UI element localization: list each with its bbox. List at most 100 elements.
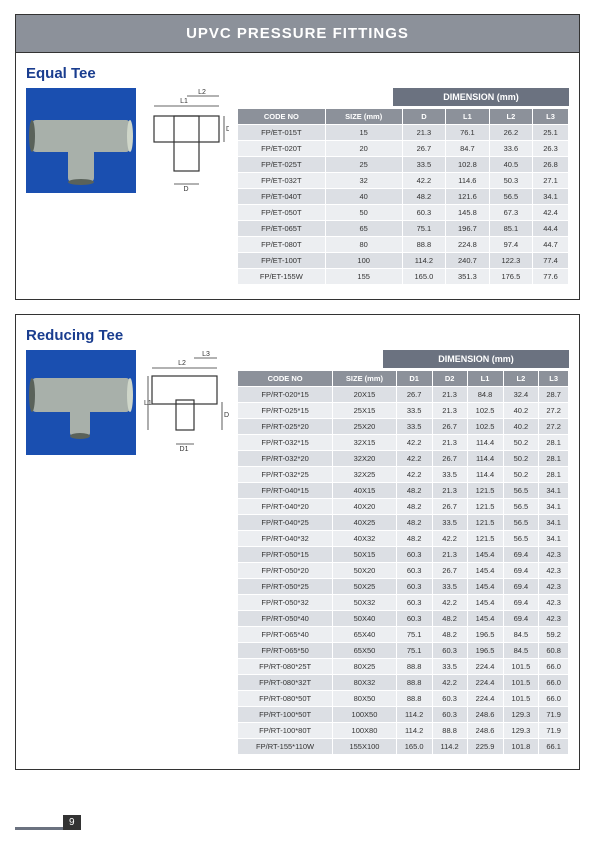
table-header: L2 [489,109,532,125]
table-cell: 32X15 [333,435,397,451]
table-row: FP/RT-080*50T80X5088.860.3224.4101.566.0 [238,691,569,707]
table-cell: 114.2 [432,739,467,755]
table-header: L2 [503,371,539,387]
table-row: FP/RT-050*1550X1560.321.3145.469.442.3 [238,547,569,563]
table-cell: 60.3 [402,205,445,221]
table-header: CODE NO [238,109,326,125]
table-cell: 224.4 [467,675,503,691]
table-cell: 65 [325,221,402,237]
table-cell: 50.2 [503,435,539,451]
page: UPVC PRESSURE FITTINGS Equal Tee [0,0,595,842]
table-cell: 88.8 [396,691,432,707]
page-number-wrap: 9 [15,815,81,830]
table-cell: 26.7 [396,387,432,403]
table-cell: 42.3 [539,579,569,595]
table-cell: 121.5 [467,515,503,531]
table-cell: 165.0 [396,739,432,755]
table-cell: FP/ET-040T [238,189,326,205]
table-cell: 27.2 [539,403,569,419]
table-row: FP/RT-080*32T80X3288.842.2224.4101.566.0 [238,675,569,691]
table-cell: 21.3 [402,125,445,141]
table-cell: 40X20 [333,499,397,515]
table-cell: 33.5 [432,515,467,531]
table-cell: 122.3 [489,253,532,269]
svg-text:D: D [183,186,188,193]
table-cell: 32.4 [503,387,539,403]
table-cell: FP/RT-040*32 [238,531,333,547]
table-cell: 21.3 [432,435,467,451]
table-cell: 56.5 [503,499,539,515]
table-cell: 42.3 [539,563,569,579]
table-cell: 34.1 [539,499,569,515]
table-cell: 25X20 [333,419,397,435]
table-cell: 26.7 [432,499,467,515]
table-cell: 44.7 [533,237,569,253]
table-cell: 48.2 [396,483,432,499]
table-cell: 76.1 [446,125,489,141]
table-cell: 48.2 [432,611,467,627]
table-cell: 77.4 [533,253,569,269]
table-row: FP/RT-065*4065X4075.148.2196.584.559.2 [238,627,569,643]
table-cell: 42.3 [539,547,569,563]
table-row: FP/ET-065T6575.1196.785.144.4 [238,221,569,237]
table-cell: 32 [325,173,402,189]
svg-text:D: D [226,126,229,133]
table-row: FP/RT-025*2025X2033.526.7102.540.227.2 [238,419,569,435]
table-cell: 69.4 [503,563,539,579]
table-cell: 77.6 [533,269,569,285]
table-row: FP/RT-100*80T100X80114.288.8248.6129.371… [238,723,569,739]
page-number: 9 [63,815,81,830]
table-cell: FP/RT-100*80T [238,723,333,739]
table-cell: 224.4 [467,691,503,707]
table-cell: 42.2 [432,531,467,547]
table-cell: FP/RT-040*25 [238,515,333,531]
table-cell: FP/ET-032T [238,173,326,189]
table-cell: FP/RT-050*25 [238,579,333,595]
table-cell: 42.2 [396,435,432,451]
table-cell: 28.1 [539,435,569,451]
table-row: FP/RT-050*2550X2560.333.5145.469.442.3 [238,579,569,595]
table-row: FP/RT-040*2040X2048.226.7121.556.534.1 [238,499,569,515]
table-cell: 75.1 [396,643,432,659]
table-cell: 75.1 [396,627,432,643]
table-cell: 56.5 [503,531,539,547]
table-row: FP/RT-155*110W155X100165.0114.2225.9101.… [238,739,569,755]
table-cell: 100X80 [333,723,397,739]
table-cell: 71.9 [539,723,569,739]
table-cell: 196.5 [467,627,503,643]
table-cell: 129.3 [503,707,539,723]
table-cell: 33.5 [432,659,467,675]
table-cell: 121.5 [467,531,503,547]
table-cell: 80X32 [333,675,397,691]
table-cell: 60.3 [432,643,467,659]
table-cell: 34.1 [539,515,569,531]
svg-text:L3: L3 [202,351,210,358]
table-row: FP/RT-050*4050X4060.348.2145.469.442.3 [238,611,569,627]
table-cell: 50X20 [333,563,397,579]
table-cell: 60.3 [432,691,467,707]
table-cell: 60.8 [539,643,569,659]
table-cell: FP/RT-020*15 [238,387,333,403]
table-cell: 33.5 [432,579,467,595]
table-cell: FP/RT-065*50 [238,643,333,659]
table-cell: 101.8 [503,739,539,755]
table-cell: FP/RT-100*50T [238,707,333,723]
svg-text:L2: L2 [198,89,206,96]
svg-text:D2: D2 [224,412,229,419]
table-cell: 66.0 [539,675,569,691]
table-row: FP/RT-020*1520X1526.721.384.832.428.7 [238,387,569,403]
table-cell: 145.4 [467,579,503,595]
table-cell: FP/ET-065T [238,221,326,237]
table-cell: FP/ET-100T [238,253,326,269]
table-header: CODE NO [238,371,333,387]
table-cell: 50X15 [333,547,397,563]
table-cell: 15 [325,125,402,141]
table-cell: 21.3 [432,403,467,419]
table-header: D2 [432,371,467,387]
table-cell: 60.3 [396,579,432,595]
table-cell: 40.2 [503,419,539,435]
dimension-header: DIMENSION (mm) [383,350,569,368]
table-cell: 42.2 [402,173,445,189]
table-cell: 27.2 [539,419,569,435]
table-cell: 48.2 [396,499,432,515]
